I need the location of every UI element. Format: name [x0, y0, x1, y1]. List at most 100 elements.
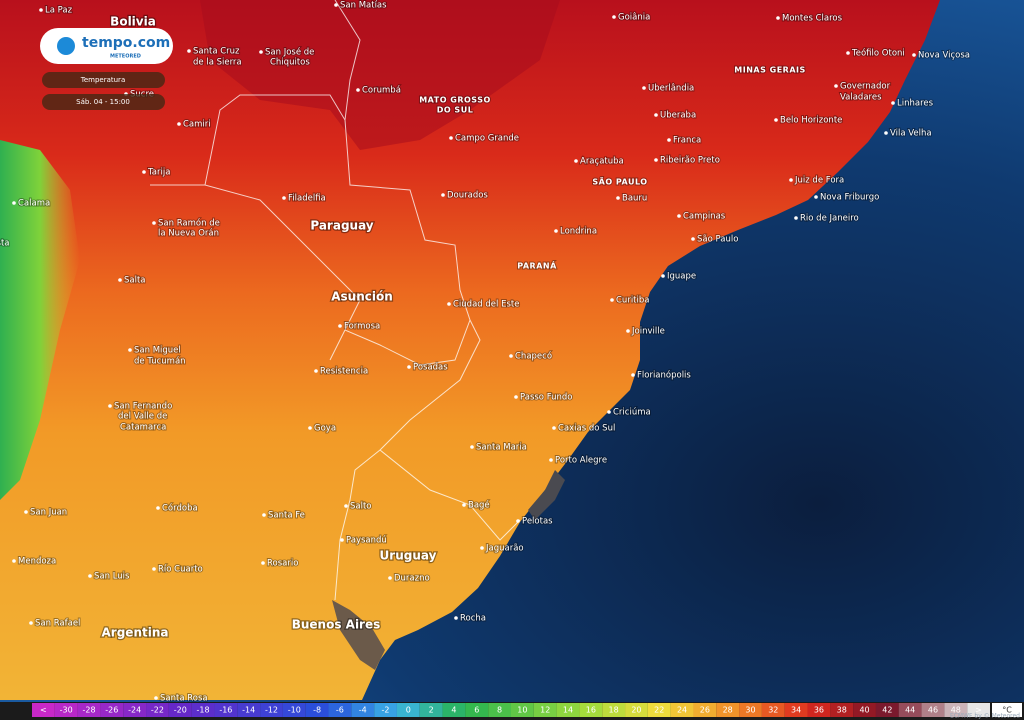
country-label: Buenos Aires — [292, 618, 381, 632]
city-label: La Paz — [45, 6, 73, 16]
city-dot — [912, 53, 916, 57]
country-label: Asunción — [331, 290, 393, 304]
legend-swatch — [579, 703, 603, 717]
legend-swatch — [328, 703, 352, 717]
legend-unit-box — [992, 703, 1022, 717]
legend-swatch — [77, 703, 101, 717]
city-dot — [12, 559, 16, 563]
legend-swatch — [830, 703, 854, 717]
city-label: Uberaba — [660, 111, 696, 121]
logo: tempo.com — [82, 35, 170, 51]
city-label: Goya — [314, 424, 336, 434]
city-dot — [626, 329, 630, 333]
city-dot — [846, 51, 850, 55]
city-dot — [654, 158, 658, 162]
city-label: de la Sierra — [193, 58, 242, 68]
city-label: Rio de Janeiro — [800, 214, 859, 224]
legend-label: -18 — [197, 706, 210, 715]
city-label: Araçatuba — [580, 157, 624, 167]
legend-swatch — [465, 703, 489, 717]
city-label: Corumbá — [362, 86, 401, 96]
logo-box[interactable] — [40, 28, 173, 64]
city-dot — [340, 538, 344, 542]
city-label: San Matías — [340, 1, 387, 11]
legend-label: 40 — [859, 706, 869, 715]
city-dot — [454, 616, 458, 620]
city-dot — [480, 546, 484, 550]
city-dot — [177, 122, 181, 126]
time: Sáb. 04 - 15:00 — [76, 98, 130, 106]
city-label: Posadas — [413, 363, 448, 373]
legend-swatch — [305, 703, 329, 717]
legend-unit: °C — [1002, 706, 1012, 715]
city-label: Salto — [350, 502, 372, 512]
city-dot — [776, 16, 780, 20]
legend-label: -16 — [219, 706, 232, 715]
city-dot — [261, 561, 265, 565]
legend-swatch — [807, 703, 831, 717]
city-label: Vila Velha — [890, 129, 932, 139]
city-label: Santa Fe — [268, 511, 305, 521]
legend-label: 4 — [451, 706, 456, 715]
city-dot — [142, 170, 146, 174]
legend-label: 14 — [563, 706, 573, 715]
city-label: Formosa — [344, 322, 380, 332]
legend-label: 10 — [517, 706, 527, 715]
city-label: São Paulo — [697, 235, 738, 245]
city-dot — [834, 84, 838, 88]
city-dot — [552, 426, 556, 430]
city-dot — [334, 3, 338, 7]
city-dot — [794, 216, 798, 220]
city-dot — [516, 519, 520, 523]
city-label: Porto Alegre — [555, 456, 607, 466]
city-label: Camiri — [183, 120, 211, 130]
legend-swatch — [556, 703, 580, 717]
city-label: Santa Rosa — [160, 694, 208, 704]
city-label: Rocha — [460, 614, 486, 624]
legend-label: 16 — [586, 706, 596, 715]
city-dot — [631, 373, 635, 377]
city-dot — [308, 426, 312, 430]
city-label: Belo Horizonte — [780, 116, 842, 126]
city-dot — [356, 88, 360, 92]
legend-swatch — [214, 703, 238, 717]
legend-swatch — [123, 703, 147, 717]
legend-label: -10 — [288, 706, 301, 715]
legend-label: 46 — [928, 706, 938, 715]
legend-swatch — [693, 703, 717, 717]
city-dot — [187, 49, 191, 53]
legend-swatch — [784, 703, 808, 717]
city-dot — [610, 298, 614, 302]
legend-swatch — [511, 703, 534, 717]
legend-label: 18 — [609, 706, 619, 715]
layer-pill[interactable] — [42, 72, 165, 88]
city-dot — [447, 302, 451, 306]
legend-label: -6 — [336, 706, 344, 715]
legend-label: 12 — [540, 706, 550, 715]
time-pill[interactable] — [42, 94, 165, 110]
layer: Temperatura — [80, 76, 125, 84]
city-dot — [462, 503, 466, 507]
legend-swatch — [670, 703, 694, 717]
legend-swatch — [761, 703, 785, 717]
city-label: Florianópolis — [637, 370, 691, 381]
city-dot — [514, 395, 518, 399]
legend-label: -4 — [359, 706, 367, 715]
city-dot — [154, 696, 158, 700]
city-label: San Luis — [94, 572, 130, 582]
city-dot — [449, 136, 453, 140]
city-dot — [884, 131, 888, 135]
legend-swatch — [898, 703, 922, 717]
city-dot — [152, 567, 156, 571]
city-dot — [12, 201, 16, 205]
legend-label: -20 — [174, 706, 187, 715]
city-label: Río Cuarto — [158, 565, 203, 575]
country-label: Uruguay — [380, 549, 437, 563]
legend-swatch — [351, 703, 375, 717]
city-label: Passo Fundo — [520, 393, 573, 403]
estuary — [332, 600, 385, 670]
city-dot — [407, 365, 411, 369]
city-dot — [156, 506, 160, 510]
city-dot — [338, 324, 342, 328]
city-label: Londrina — [560, 227, 597, 237]
